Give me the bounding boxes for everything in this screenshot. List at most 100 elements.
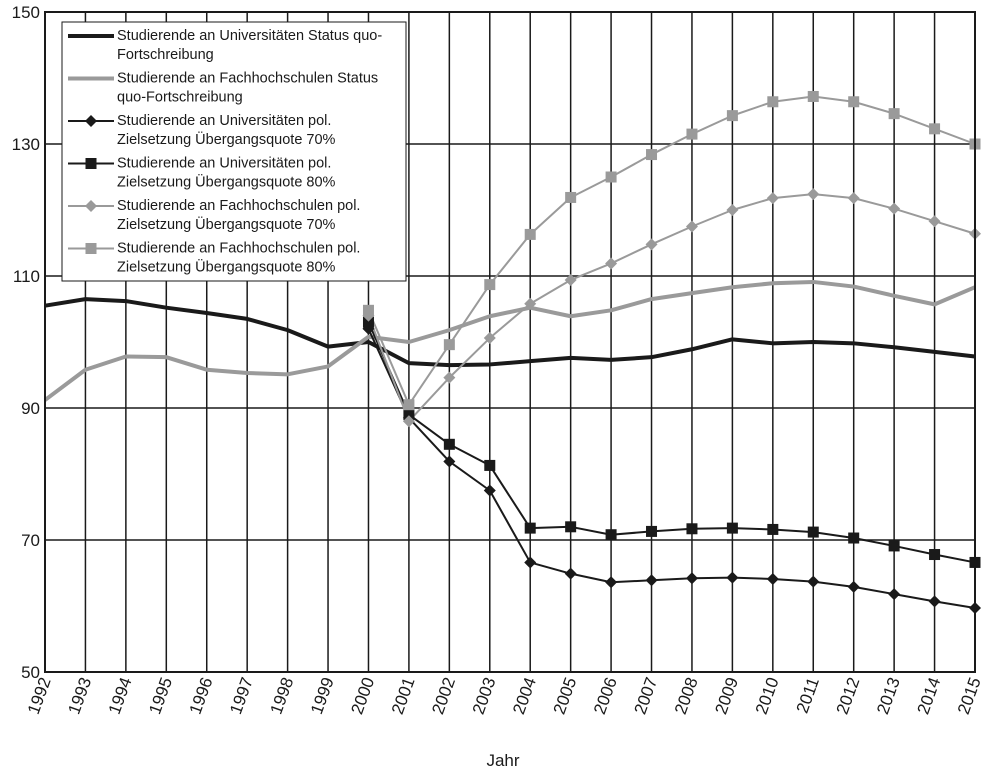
series-line-6 — [367, 95, 976, 406]
x-tick-label-2010: 2010 — [752, 675, 783, 717]
x-tick-label-2012: 2012 — [833, 675, 864, 717]
x-axis-tick-labels: 1992 1993 1994 1995 1996 1997 1998 1999 2000 2001… — [24, 675, 985, 717]
series-6-marker-2009 — [726, 110, 738, 122]
x-axis-title: Jahr — [486, 751, 519, 770]
series-3-marker-2009 — [726, 571, 739, 584]
series-3-marker-2012 — [847, 580, 860, 593]
x-tick-label-2013: 2013 — [873, 675, 904, 717]
x-tick-label-2002: 2002 — [428, 675, 459, 717]
y-tick-label-90: 90 — [21, 399, 40, 418]
x-tick-label-1996: 1996 — [186, 675, 217, 717]
series-3-marker-2005 — [564, 567, 577, 580]
x-tick-label-2000: 2000 — [347, 675, 378, 717]
series-4-marker-2002 — [443, 438, 455, 450]
series-6-marker-2013 — [888, 108, 900, 120]
series-5-marker-2006 — [605, 257, 618, 270]
series-3-marker-2013 — [888, 588, 901, 601]
series-6-marker-2002 — [443, 339, 455, 351]
x-tick-label-1994: 1994 — [105, 675, 136, 717]
series-5-marker-2005 — [564, 273, 577, 286]
series-3-marker-2010 — [766, 572, 779, 585]
series-6-marker-2008 — [686, 128, 698, 140]
series-4-marker-2014 — [929, 549, 941, 561]
series-6-marker-2003 — [484, 279, 496, 291]
series-4-marker-2011 — [807, 526, 819, 538]
series-4-marker-2000 — [362, 316, 374, 328]
y-tick-label-130: 130 — [12, 135, 40, 154]
series-line-2 — [43, 279, 976, 402]
series-6-marker-2006 — [605, 171, 617, 183]
series-3-marker-2003 — [483, 484, 496, 497]
legend-label-3-line-2: Zielsetzung Übergangsquote 70% — [117, 130, 336, 148]
series-6-marker-2005 — [565, 191, 577, 203]
series-4-marker-2013 — [888, 540, 900, 552]
series-4-marker-2010 — [767, 523, 779, 535]
legend-label-4-line-1: Studierende an Universitäten pol. — [117, 156, 331, 172]
x-tick-label-2015: 2015 — [954, 675, 985, 717]
series-6-marker-2010 — [767, 96, 779, 108]
x-tick-label-2008: 2008 — [671, 675, 702, 717]
series-3-marker-2002 — [443, 455, 456, 468]
series-5-marker-2009 — [726, 204, 739, 216]
x-tick-label-1997: 1997 — [226, 675, 257, 717]
series-6-marker-2014 — [929, 123, 941, 135]
legend-label-1-line-1: Studierende an Universitäten Status quo- — [117, 28, 382, 44]
x-tick-label-2007: 2007 — [630, 675, 661, 717]
legend-label-5-line-2: Zielsetzung Übergangsquote 70% — [117, 215, 336, 233]
series-6-marker-2007 — [646, 149, 658, 161]
series-6-marker-2000 — [362, 304, 374, 316]
x-tick-label-1993: 1993 — [64, 675, 95, 717]
series-5-marker-2012 — [847, 192, 860, 205]
series-4-marker-2001 — [403, 409, 415, 421]
x-tick-label-2005: 2005 — [550, 675, 581, 717]
series-markers — [362, 90, 981, 614]
y-tick-label-110: 110 — [13, 267, 40, 286]
legend-label-5-line-1: Studierende an Fachhochschulen pol. — [117, 198, 360, 214]
series-3-marker-2011 — [807, 575, 820, 588]
legend-marker-6 — [85, 243, 97, 254]
series-4-marker-2008 — [686, 523, 698, 535]
series-3-marker-2008 — [685, 572, 698, 585]
series-5-marker-2013 — [888, 202, 901, 215]
legend-label-2-line-1: Studierende an Fachhochschulen Status — [117, 71, 378, 87]
series-4-marker-2009 — [726, 522, 738, 534]
series-6-marker-2004 — [524, 228, 536, 240]
x-tick-label-2004: 2004 — [509, 675, 540, 717]
series-4-marker-2004 — [524, 522, 536, 534]
series-4-marker-2012 — [848, 532, 860, 544]
x-tick-label-2014: 2014 — [914, 675, 945, 717]
legend-marker-5 — [85, 200, 97, 212]
series-6-marker-2012 — [848, 96, 860, 108]
series-6-marker-2011 — [807, 90, 819, 102]
series-3-marker-2004 — [524, 556, 537, 569]
legend-marker-4 — [85, 158, 97, 169]
series-4-marker-2007 — [646, 525, 658, 537]
y-axis-tick-labels: 50 70 90 110 130 150 — [12, 3, 40, 682]
series-5-marker-2011 — [807, 188, 820, 201]
x-tick-label-2011: 2011 — [793, 675, 823, 716]
legend-label-6-line-1: Studierende an Fachhochschulen pol. — [117, 241, 360, 257]
series-lines — [43, 95, 976, 609]
x-tick-label-2006: 2006 — [590, 675, 621, 717]
series-5-marker-2007 — [645, 238, 658, 251]
legend-label-4-line-2: Zielsetzung Übergangsquote 80% — [117, 173, 336, 191]
series-5-marker-2001 — [402, 415, 415, 428]
x-tick-label-2001: 2001 — [388, 675, 419, 717]
legend-marker-3 — [85, 115, 97, 127]
legend-label-6-line-2: Zielsetzung Übergangsquote 80% — [117, 258, 336, 276]
series-line-3 — [367, 328, 976, 609]
series-4-marker-2006 — [605, 529, 617, 541]
series-5-marker-2014 — [928, 215, 941, 228]
series-5-marker-2008 — [685, 220, 698, 233]
series-line-1 — [44, 297, 976, 368]
x-tick-label-2003: 2003 — [469, 675, 500, 717]
series-line-5 — [367, 193, 976, 423]
x-tick-label-1999: 1999 — [307, 675, 338, 717]
legend: Studierende an Universitäten Status quo-… — [61, 21, 407, 282]
series-5-marker-2010 — [766, 192, 779, 205]
x-tick-label-1998: 1998 — [267, 675, 298, 717]
y-tick-label-150: 150 — [12, 3, 40, 22]
legend-label-2-line-2: quo-Fortschreibung — [117, 90, 243, 106]
plot-frame — [44, 11, 976, 673]
series-line-4 — [367, 321, 976, 564]
